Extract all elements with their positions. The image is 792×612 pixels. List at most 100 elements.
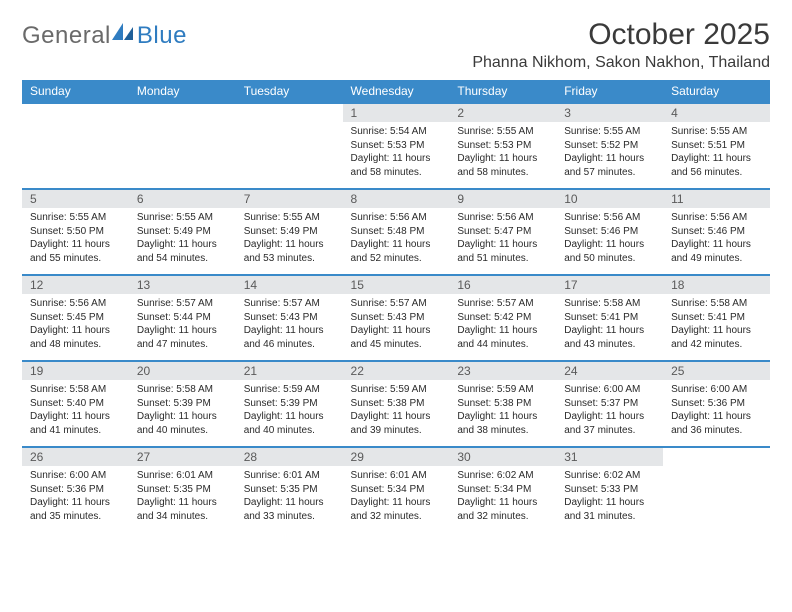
day-details: Sunrise: 5:55 AMSunset: 5:49 PMDaylight:… <box>236 208 343 269</box>
sunset-line: Sunset: 5:41 PM <box>564 312 638 323</box>
day-number: 27 <box>129 446 236 466</box>
weekday-header: Sunday <box>22 80 129 102</box>
calendar-day-cell: 15Sunrise: 5:57 AMSunset: 5:43 PMDayligh… <box>343 274 450 360</box>
day-details: Sunrise: 5:56 AMSunset: 5:48 PMDaylight:… <box>343 208 450 269</box>
calendar-empty-cell <box>22 102 129 188</box>
day-number: 23 <box>449 360 556 380</box>
daylight-line: Daylight: 11 hours and 35 minutes. <box>30 497 110 522</box>
day-details: Sunrise: 5:54 AMSunset: 5:53 PMDaylight:… <box>343 122 450 183</box>
day-number: 28 <box>236 446 343 466</box>
calendar-day-cell: 7Sunrise: 5:55 AMSunset: 5:49 PMDaylight… <box>236 188 343 274</box>
sunrise-line: Sunrise: 5:56 AM <box>30 298 106 309</box>
calendar-week-row: 1Sunrise: 5:54 AMSunset: 5:53 PMDaylight… <box>22 102 770 188</box>
sunrise-line: Sunrise: 5:59 AM <box>351 384 427 395</box>
day-number: 26 <box>22 446 129 466</box>
daylight-line: Daylight: 11 hours and 58 minutes. <box>351 153 431 178</box>
sunrise-line: Sunrise: 5:57 AM <box>351 298 427 309</box>
calendar-day-cell: 5Sunrise: 5:55 AMSunset: 5:50 PMDaylight… <box>22 188 129 274</box>
daylight-line: Daylight: 11 hours and 55 minutes. <box>30 239 110 264</box>
sunrise-line: Sunrise: 5:56 AM <box>457 212 533 223</box>
sunrise-line: Sunrise: 5:59 AM <box>244 384 320 395</box>
sunset-line: Sunset: 5:46 PM <box>564 226 638 237</box>
day-details: Sunrise: 5:58 AMSunset: 5:41 PMDaylight:… <box>556 294 663 355</box>
sunset-line: Sunset: 5:37 PM <box>564 398 638 409</box>
day-number: 31 <box>556 446 663 466</box>
calendar-day-cell: 10Sunrise: 5:56 AMSunset: 5:46 PMDayligh… <box>556 188 663 274</box>
sunrise-line: Sunrise: 5:58 AM <box>671 298 747 309</box>
sail-icon <box>112 23 134 41</box>
daylight-line: Daylight: 11 hours and 50 minutes. <box>564 239 644 264</box>
sunset-line: Sunset: 5:39 PM <box>137 398 211 409</box>
sunrise-line: Sunrise: 6:01 AM <box>244 470 320 481</box>
weekday-header: Saturday <box>663 80 770 102</box>
sunset-line: Sunset: 5:43 PM <box>244 312 318 323</box>
sunset-line: Sunset: 5:51 PM <box>671 140 745 151</box>
day-number: 16 <box>449 274 556 294</box>
calendar-week-row: 12Sunrise: 5:56 AMSunset: 5:45 PMDayligh… <box>22 274 770 360</box>
day-number: 6 <box>129 188 236 208</box>
sunset-line: Sunset: 5:53 PM <box>351 140 425 151</box>
calendar-day-cell: 2Sunrise: 5:55 AMSunset: 5:53 PMDaylight… <box>449 102 556 188</box>
calendar-day-cell: 16Sunrise: 5:57 AMSunset: 5:42 PMDayligh… <box>449 274 556 360</box>
calendar-week-row: 26Sunrise: 6:00 AMSunset: 5:36 PMDayligh… <box>22 446 770 532</box>
sunrise-line: Sunrise: 6:01 AM <box>137 470 213 481</box>
day-details: Sunrise: 6:00 AMSunset: 5:36 PMDaylight:… <box>22 466 129 527</box>
day-number: 1 <box>343 102 450 122</box>
day-details: Sunrise: 5:57 AMSunset: 5:43 PMDaylight:… <box>343 294 450 355</box>
day-details: Sunrise: 5:55 AMSunset: 5:49 PMDaylight:… <box>129 208 236 269</box>
day-number: 25 <box>663 360 770 380</box>
day-number: 3 <box>556 102 663 122</box>
sunrise-line: Sunrise: 5:58 AM <box>30 384 106 395</box>
sunset-line: Sunset: 5:36 PM <box>30 484 104 495</box>
calendar-week-row: 19Sunrise: 5:58 AMSunset: 5:40 PMDayligh… <box>22 360 770 446</box>
sunset-line: Sunset: 5:46 PM <box>671 226 745 237</box>
day-details: Sunrise: 6:02 AMSunset: 5:33 PMDaylight:… <box>556 466 663 527</box>
calendar-day-cell: 11Sunrise: 5:56 AMSunset: 5:46 PMDayligh… <box>663 188 770 274</box>
day-number: 30 <box>449 446 556 466</box>
daylight-line: Daylight: 11 hours and 53 minutes. <box>244 239 324 264</box>
day-details: Sunrise: 6:02 AMSunset: 5:34 PMDaylight:… <box>449 466 556 527</box>
weekday-header: Friday <box>556 80 663 102</box>
daylight-line: Daylight: 11 hours and 40 minutes. <box>137 411 217 436</box>
day-number: 22 <box>343 360 450 380</box>
day-number: 7 <box>236 188 343 208</box>
header: General Blue October 2025 Phanna Nikhom,… <box>22 18 770 80</box>
daylight-line: Daylight: 11 hours and 43 minutes. <box>564 325 644 350</box>
sunset-line: Sunset: 5:47 PM <box>457 226 531 237</box>
daylight-line: Daylight: 11 hours and 32 minutes. <box>351 497 431 522</box>
day-details: Sunrise: 5:56 AMSunset: 5:46 PMDaylight:… <box>663 208 770 269</box>
sunrise-line: Sunrise: 5:55 AM <box>244 212 320 223</box>
calendar-day-cell: 14Sunrise: 5:57 AMSunset: 5:43 PMDayligh… <box>236 274 343 360</box>
calendar-day-cell: 6Sunrise: 5:55 AMSunset: 5:49 PMDaylight… <box>129 188 236 274</box>
day-details: Sunrise: 5:55 AMSunset: 5:50 PMDaylight:… <box>22 208 129 269</box>
sunrise-line: Sunrise: 6:02 AM <box>564 470 640 481</box>
daylight-line: Daylight: 11 hours and 56 minutes. <box>671 153 751 178</box>
day-details: Sunrise: 5:55 AMSunset: 5:51 PMDaylight:… <box>663 122 770 183</box>
sunrise-line: Sunrise: 5:56 AM <box>671 212 747 223</box>
weekday-header: Wednesday <box>343 80 450 102</box>
day-details: Sunrise: 6:01 AMSunset: 5:35 PMDaylight:… <box>236 466 343 527</box>
sunset-line: Sunset: 5:45 PM <box>30 312 104 323</box>
day-number: 29 <box>343 446 450 466</box>
calendar-empty-cell <box>236 102 343 188</box>
sunrise-line: Sunrise: 5:57 AM <box>244 298 320 309</box>
sunset-line: Sunset: 5:44 PM <box>137 312 211 323</box>
day-number: 17 <box>556 274 663 294</box>
calendar-day-cell: 9Sunrise: 5:56 AMSunset: 5:47 PMDaylight… <box>449 188 556 274</box>
daylight-line: Daylight: 11 hours and 51 minutes. <box>457 239 537 264</box>
calendar-day-cell: 17Sunrise: 5:58 AMSunset: 5:41 PMDayligh… <box>556 274 663 360</box>
day-details: Sunrise: 6:01 AMSunset: 5:35 PMDaylight:… <box>129 466 236 527</box>
day-number: 10 <box>556 188 663 208</box>
day-number: 4 <box>663 102 770 122</box>
calendar-table: SundayMondayTuesdayWednesdayThursdayFrid… <box>22 80 770 532</box>
day-number: 14 <box>236 274 343 294</box>
calendar-empty-cell <box>129 102 236 188</box>
location-subtitle: Phanna Nikhom, Sakon Nakhon, Thailand <box>472 54 770 72</box>
sunset-line: Sunset: 5:50 PM <box>30 226 104 237</box>
brand-word-general: General <box>22 22 111 50</box>
sunset-line: Sunset: 5:33 PM <box>564 484 638 495</box>
day-number: 5 <box>22 188 129 208</box>
day-details: Sunrise: 5:58 AMSunset: 5:41 PMDaylight:… <box>663 294 770 355</box>
sunset-line: Sunset: 5:34 PM <box>351 484 425 495</box>
sunset-line: Sunset: 5:48 PM <box>351 226 425 237</box>
